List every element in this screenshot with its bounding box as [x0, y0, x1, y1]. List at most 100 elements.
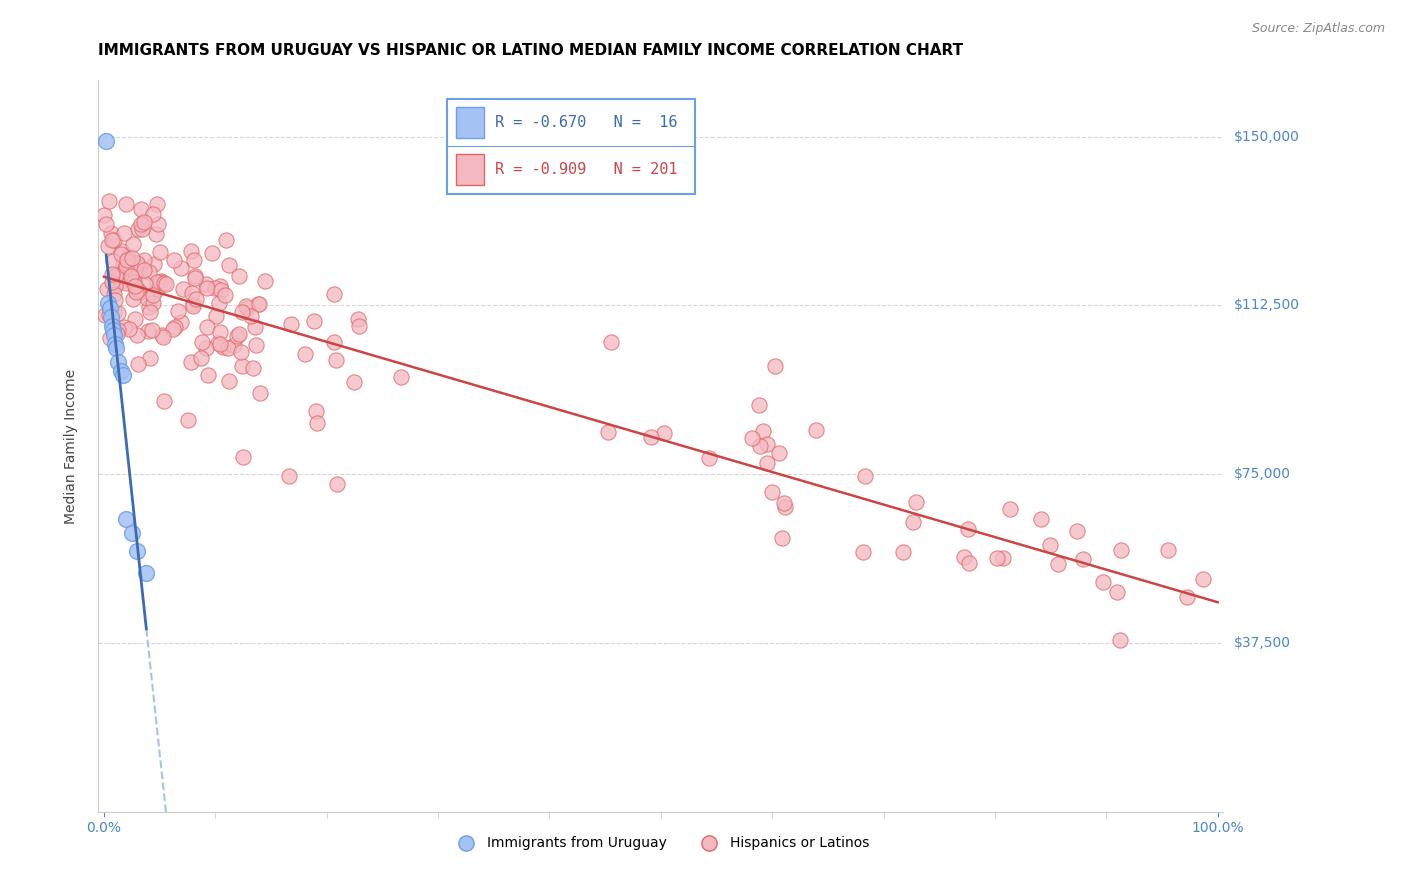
Point	[105, 341, 128, 355]
Point	[770, 531, 793, 545]
Point	[114, 197, 136, 211]
Text: $112,500: $112,500	[1234, 298, 1301, 312]
Point	[195, 277, 218, 291]
Point	[1031, 511, 1053, 525]
Point	[163, 320, 186, 334]
Point	[752, 425, 775, 439]
Point	[773, 500, 796, 515]
Point	[125, 255, 148, 269]
Point	[122, 237, 145, 252]
Point	[98, 194, 121, 208]
Point	[138, 351, 160, 365]
Point	[138, 265, 160, 279]
Point	[163, 252, 186, 267]
Point	[107, 305, 129, 319]
Point	[1175, 591, 1198, 605]
Point	[1046, 557, 1069, 571]
Point	[208, 296, 231, 310]
Point	[135, 566, 157, 581]
Point	[280, 317, 302, 331]
Point	[209, 284, 232, 298]
Point	[229, 344, 252, 359]
Point	[120, 270, 142, 285]
Point	[115, 512, 138, 526]
Point	[152, 330, 174, 344]
Point	[1109, 543, 1132, 558]
Point	[97, 308, 120, 322]
Point	[103, 233, 125, 247]
Point	[346, 311, 368, 326]
Point	[132, 215, 155, 229]
Point	[952, 550, 974, 565]
Text: $37,500: $37,500	[1234, 636, 1291, 650]
Point	[226, 329, 249, 343]
Point	[146, 196, 169, 211]
Point	[278, 469, 301, 483]
Point	[322, 286, 344, 301]
Point	[127, 283, 149, 297]
Point	[134, 263, 156, 277]
Point	[1066, 524, 1088, 539]
Point	[118, 321, 141, 335]
Point	[98, 331, 121, 345]
Point	[1156, 542, 1178, 557]
Point	[214, 233, 236, 247]
Point	[127, 357, 149, 371]
Point	[110, 363, 132, 377]
Point	[129, 285, 152, 300]
Point	[600, 334, 623, 349]
Point	[121, 525, 143, 540]
Point	[124, 264, 146, 278]
Point	[124, 278, 146, 293]
Point	[97, 296, 120, 310]
Point	[1039, 538, 1062, 552]
Point	[184, 268, 207, 283]
Point	[112, 319, 135, 334]
Point	[763, 359, 786, 373]
Point	[117, 251, 139, 265]
Point	[852, 545, 875, 559]
Point	[121, 251, 143, 265]
Point	[111, 368, 134, 383]
Point	[326, 476, 349, 491]
Point	[125, 327, 148, 342]
Point	[134, 277, 156, 292]
Point	[129, 260, 152, 275]
Point	[183, 271, 205, 285]
Point	[302, 313, 325, 327]
Point	[212, 340, 235, 354]
Point	[104, 268, 127, 282]
Point	[96, 134, 118, 148]
Point	[103, 286, 125, 301]
Point	[138, 301, 160, 315]
Point	[96, 282, 118, 296]
Point	[172, 282, 194, 296]
Point	[228, 269, 250, 284]
Point	[389, 370, 412, 384]
Point	[110, 247, 132, 261]
Point	[183, 253, 205, 268]
Point	[991, 551, 1014, 566]
Point	[242, 361, 264, 376]
Text: $150,000: $150,000	[1234, 129, 1301, 144]
Point	[107, 354, 129, 368]
Point	[135, 292, 157, 306]
FancyBboxPatch shape	[447, 99, 695, 194]
Point	[998, 501, 1021, 516]
Point	[143, 256, 166, 270]
Point	[128, 285, 150, 299]
Point	[146, 217, 169, 231]
Point	[146, 275, 169, 289]
Point	[195, 281, 218, 295]
Point	[204, 281, 226, 295]
Text: Source: ZipAtlas.com: Source: ZipAtlas.com	[1251, 22, 1385, 36]
Point	[110, 274, 132, 288]
Point	[201, 245, 224, 260]
Point	[120, 269, 142, 284]
Point	[218, 374, 240, 388]
Point	[146, 282, 169, 296]
Point	[170, 315, 193, 329]
Point	[105, 267, 128, 281]
Point	[249, 385, 271, 400]
Point	[170, 260, 193, 275]
